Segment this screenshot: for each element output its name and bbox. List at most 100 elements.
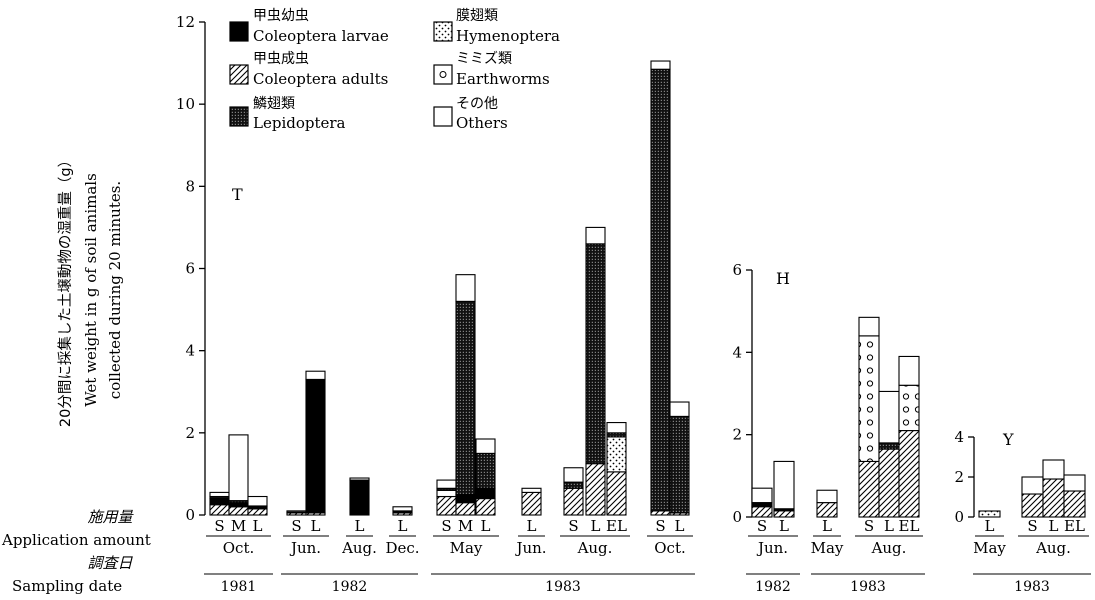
month-label-T-2: Aug. [341,539,377,557]
bar-segment-H-Aug-EL-oth [898,355,920,386]
amount-label-H-Aug-S: S [864,517,874,535]
bar-segment-Y-May-L-hym [978,510,1001,518]
legend-swatch-hymenoptera [433,21,453,42]
year-label-Y-1983: 1983 [1014,579,1050,595]
legend-label-lepidoptera-jp: 鱗翅類 [253,96,295,112]
amount-label-T-May-S: S [441,517,451,535]
bar-segment-T-Oct-L-oth [247,495,268,507]
bar-segment-T-Aug-EL-adults [606,471,627,516]
legend-swatch-earthworms [433,64,453,85]
amount-label-Y-Aug-L: L [1049,517,1059,535]
panel-label-H: H [776,269,790,288]
bar-segment-T-Oct-M-larvae [228,502,249,508]
bar-segment-T-Jun-L-oth [521,487,542,493]
month-label-T-4: May [450,539,483,557]
y-tick-label-Y-2: 2 [954,468,964,486]
y-tick-label-T-8: 8 [185,177,195,195]
legend-item-lepidoptera: 鱗翅類 Lepidoptera [229,96,346,132]
y-tick-label-T-6: 6 [185,260,195,278]
amount-label-T-Oct-S: S [214,517,224,535]
bar-segment-H-Jun-S-adults [751,506,773,518]
legend-label-earthworms-jp: ミミズ類 [456,51,512,67]
bar-segment-T-May-M-oth [455,274,476,302]
bar-segment-Y-Aug-L-adults [1042,478,1065,518]
bar-segment-T-Aug-S-lep [563,481,584,489]
amount-label-T-Oct-L: L [675,517,685,535]
bar-segment-T-May-M-lep [455,300,476,496]
bar-segment-Y-Aug-EL-adults [1063,490,1086,518]
amount-label-T-May-L: L [481,517,491,535]
application-amount-label-jp: 施用量 [87,508,134,526]
bar-segment-T-Oct-S-larvae [209,498,230,506]
legend-item-others: その他 Others [433,96,508,132]
legend-label-larvae-en: Coleoptera larvae [253,27,389,45]
amount-label-T-Jun-L: L [527,517,537,535]
bar-segment-T-Jun-L-oth [305,370,326,380]
legend-label-hymenoptera-en: Hymenoptera [456,27,560,45]
amount-label-H-Jun-S: S [757,517,767,535]
month-label-T-0: Oct. [223,539,255,557]
bar-segment-H-Aug-S-ew [858,335,880,462]
amount-label-T-Jun-S: S [291,517,301,535]
bar-segment-T-Oct-L-lep [669,415,690,514]
amount-label-T-Aug-EL: EL [606,517,627,535]
y-tick-label-T-10: 10 [176,95,195,113]
year-label-T-1983: 1983 [545,579,581,595]
y-tick-label-T-12: 12 [176,13,195,31]
amount-label-Y-May-L: L [985,517,995,535]
y-tick-label-Y-4: 4 [954,428,964,446]
bar-segment-Y-Aug-S-adults [1021,493,1044,518]
bar-segment-T-May-L-adults [475,498,496,516]
amount-label-H-Aug-L: L [884,517,894,535]
bar-segment-T-Aug-L-larvae [349,479,370,516]
legend-label-adults-en: Coleoptera adults [253,70,388,88]
bar-segment-H-Aug-EL-ew [898,384,920,432]
legend-item-coleoptera-larvae: 甲虫幼虫 Coleoptera larvae [229,8,389,45]
amount-label-T-Dec-L: L [398,517,408,535]
legend-label-lepidoptera-en: Lepidoptera [253,114,346,132]
bar-segment-T-Oct-S-lep [650,68,671,512]
y-tick-label-T-2: 2 [185,424,195,442]
amount-label-T-Oct-M: M [231,517,246,535]
month-label-Y-0: May [973,539,1006,557]
legend-item-hymenoptera: 膜翅類 Hymenoptera [433,8,560,45]
legend-label-earthworms-en: Earthworms [456,70,550,88]
legend-item-earthworms: ミミズ類 Earthworms [433,51,550,88]
bar-segment-T-Jun-L-adults [521,491,542,516]
bar-segment-T-Oct-M-adults [228,506,249,516]
panel-label-Y: Y [1002,430,1014,449]
bar-segment-T-Aug-EL-oth [606,422,627,434]
bar-segment-T-Oct-M-oth [228,434,249,502]
month-label-T-5: Jun. [514,539,546,557]
bar-segment-Y-Aug-EL-oth [1063,474,1086,492]
sampling-date-label-en: Sampling date [12,577,122,595]
year-label-H-1982: 1982 [755,579,791,595]
year-label-H-1983: 1983 [850,579,886,595]
bar-segment-T-May-S-oth [436,479,457,489]
bar-segment-T-May-L-lep [475,452,496,489]
amount-label-H-Jun-L: L [779,517,789,535]
bar-segment-T-Dec-L-oth [392,506,413,512]
bar-segment-H-Aug-EL-adults [898,429,920,518]
bar-segment-T-Jun-L-larvae [305,378,326,514]
bar-segment-T-Oct-S-oth [209,491,230,498]
bar-segment-T-May-M-adults [455,502,476,516]
bar-segment-T-Aug-S-adults [563,487,584,516]
application-amount-label-en: Application amount [1,531,151,549]
legend: 甲虫幼虫 Coleoptera larvae 甲虫成虫 Coleoptera a… [229,8,560,132]
bar-segment-Y-Aug-S-oth [1021,476,1044,495]
y-tick-label-H-0: 0 [732,508,742,526]
amount-label-H-May-L: L [822,517,832,535]
bar-segment-H-Aug-S-adults [858,460,880,518]
amount-label-T-Jun-L: L [311,517,321,535]
amount-label-T-Aug-L: L [355,517,365,535]
y-axis-title-jp: 20分間に採集した土壌動物の湿重量（g） [57,153,74,427]
bar-segment-H-Jun-S-larvae [751,502,773,508]
month-label-Y-1: Aug. [1035,539,1071,557]
bar-segment-T-Jun-S-oth [286,510,307,513]
y-tick-label-H-4: 4 [732,343,742,361]
legend-label-others-en: Others [456,114,508,132]
month-label-T-3: Dec. [385,539,419,557]
bar-segment-H-Jun-S-oth [751,487,773,504]
